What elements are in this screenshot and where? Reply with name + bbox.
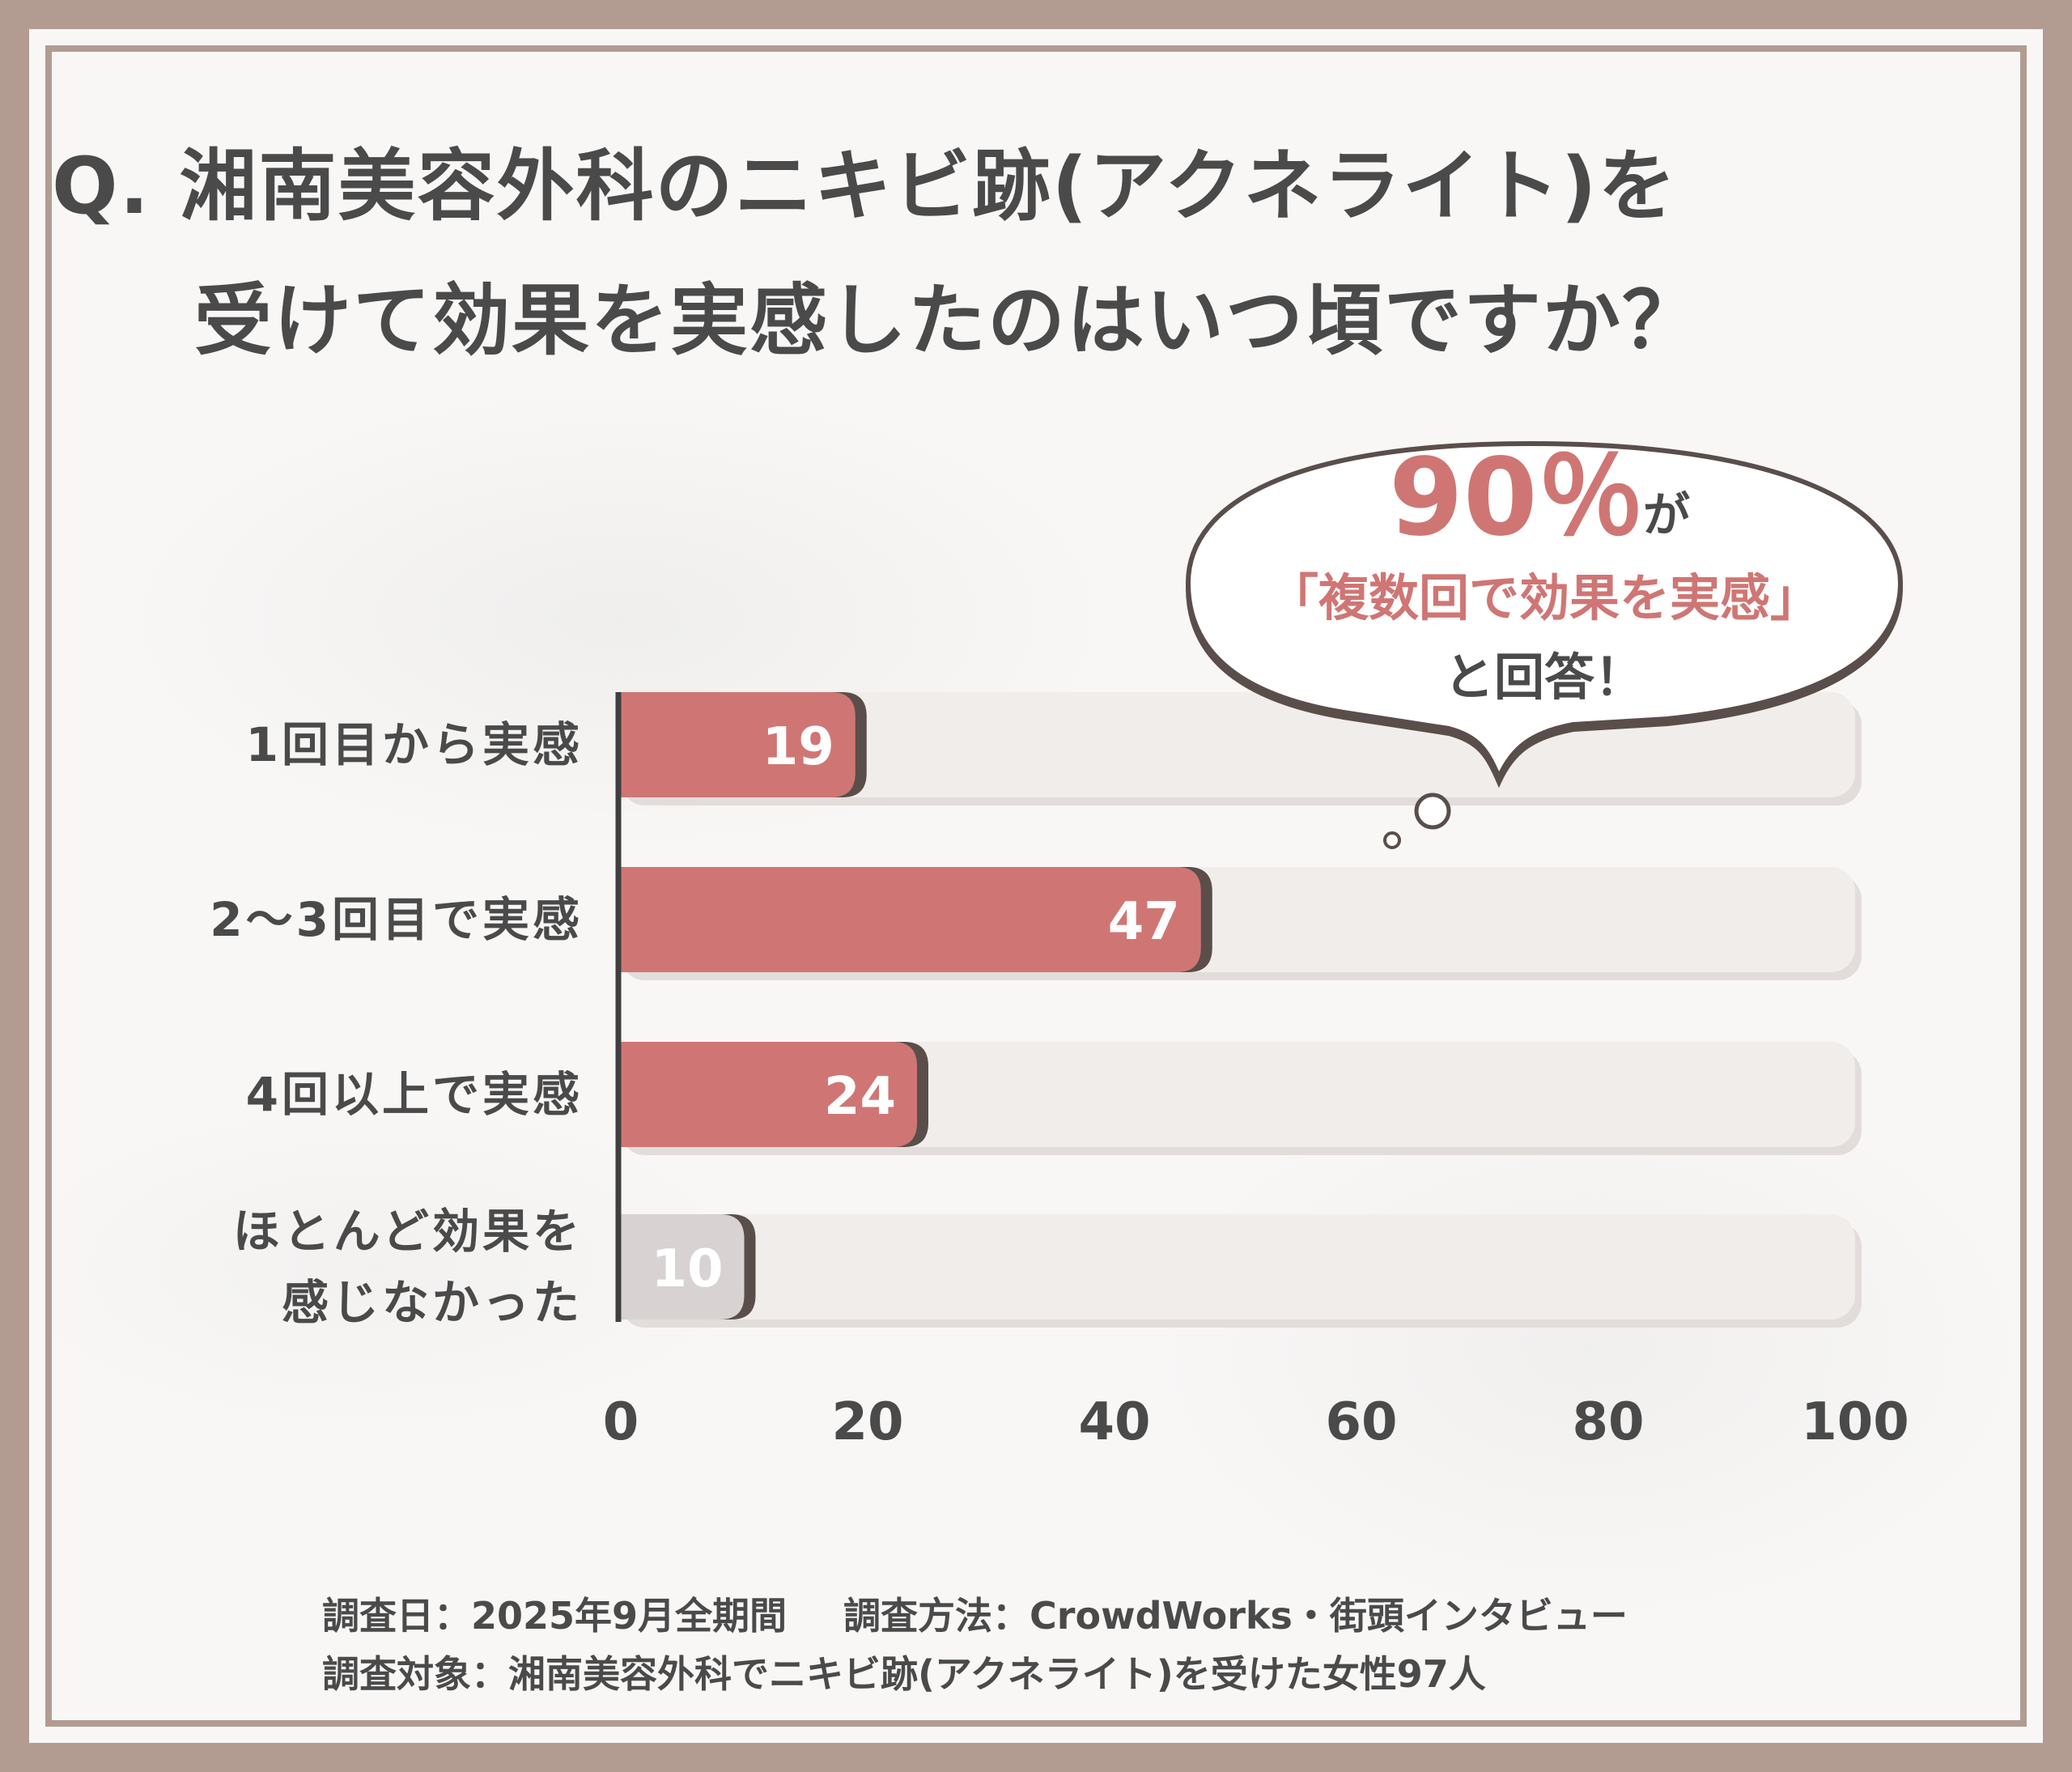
title-line-2: 受けて効果を実感したのはいつ頃ですか？: [194, 275, 1701, 366]
callout-dot-large: [1414, 793, 1451, 830]
bar-value-label: 47: [1108, 892, 1180, 952]
callout-tail: と回答！: [1444, 648, 1645, 707]
footer-line-2: 調査対象：湘南美容外科でニキビ跡(アクネライト)を受けた女性97人: [322, 1645, 1486, 1698]
bar-value-label: 19: [762, 717, 834, 777]
callout-highlight: 「複数回で効果を実感」: [1268, 568, 1820, 627]
value-labels: 19 47 24 10: [651, 717, 1179, 1299]
survey-target: 調査対象：湘南美容外科でニキビ跡(アクネライト)を受けた女性97人: [322, 1652, 1486, 1696]
callout-bubble: 90％ が 「複数回で効果を実感」 と回答！: [1185, 436, 1904, 849]
category-label: 感じなかった: [282, 1275, 583, 1330]
x-tick-label: 20: [831, 1392, 903, 1452]
x-tick-label: 0: [603, 1392, 639, 1452]
x-tick-label: 80: [1572, 1392, 1644, 1452]
bar: [621, 1042, 917, 1147]
tick-labels: 0 20 40 60 80 100: [603, 1392, 1909, 1452]
category-label: 1回目から実感: [246, 717, 583, 772]
callout-suffix: が: [1643, 487, 1690, 542]
inner-frame: [45, 45, 2027, 1727]
bar-tracks: [621, 692, 1862, 1328]
bar: [621, 867, 1201, 972]
callout-bubble-shape: [1185, 440, 1904, 784]
bar: [621, 692, 856, 797]
survey-date: 調査日：2025年9月全期間: [322, 1594, 788, 1638]
category-label: 4回以上で実感: [246, 1067, 583, 1122]
bars: [621, 692, 1212, 1319]
bar-track: [621, 1214, 1855, 1319]
callout-percent: 90％: [1389, 436, 1645, 560]
title-line-1: Q. 湘南美容外科のニキビ跡(アクネライト)を: [52, 141, 1678, 232]
category-label: 2〜3回目で実感: [210, 892, 583, 947]
category-label: ほとんど効果を: [233, 1204, 583, 1259]
x-tick-label: 40: [1078, 1392, 1150, 1452]
x-tick-label: 60: [1325, 1392, 1397, 1452]
bar-value-label: 24: [824, 1067, 896, 1127]
bar-value-label: 10: [651, 1239, 723, 1299]
bar: [621, 1214, 745, 1319]
survey-method: 調査方法：CrowdWorks・街頭インタビュー: [843, 1594, 1628, 1638]
bar-track: [621, 1042, 1855, 1147]
callout-dot-small: [1383, 831, 1401, 849]
footer-line-1: 調査日：2025年9月全期間 調査方法：CrowdWorks・街頭インタビュー: [322, 1587, 1628, 1640]
x-tick-label: 100: [1801, 1392, 1909, 1452]
